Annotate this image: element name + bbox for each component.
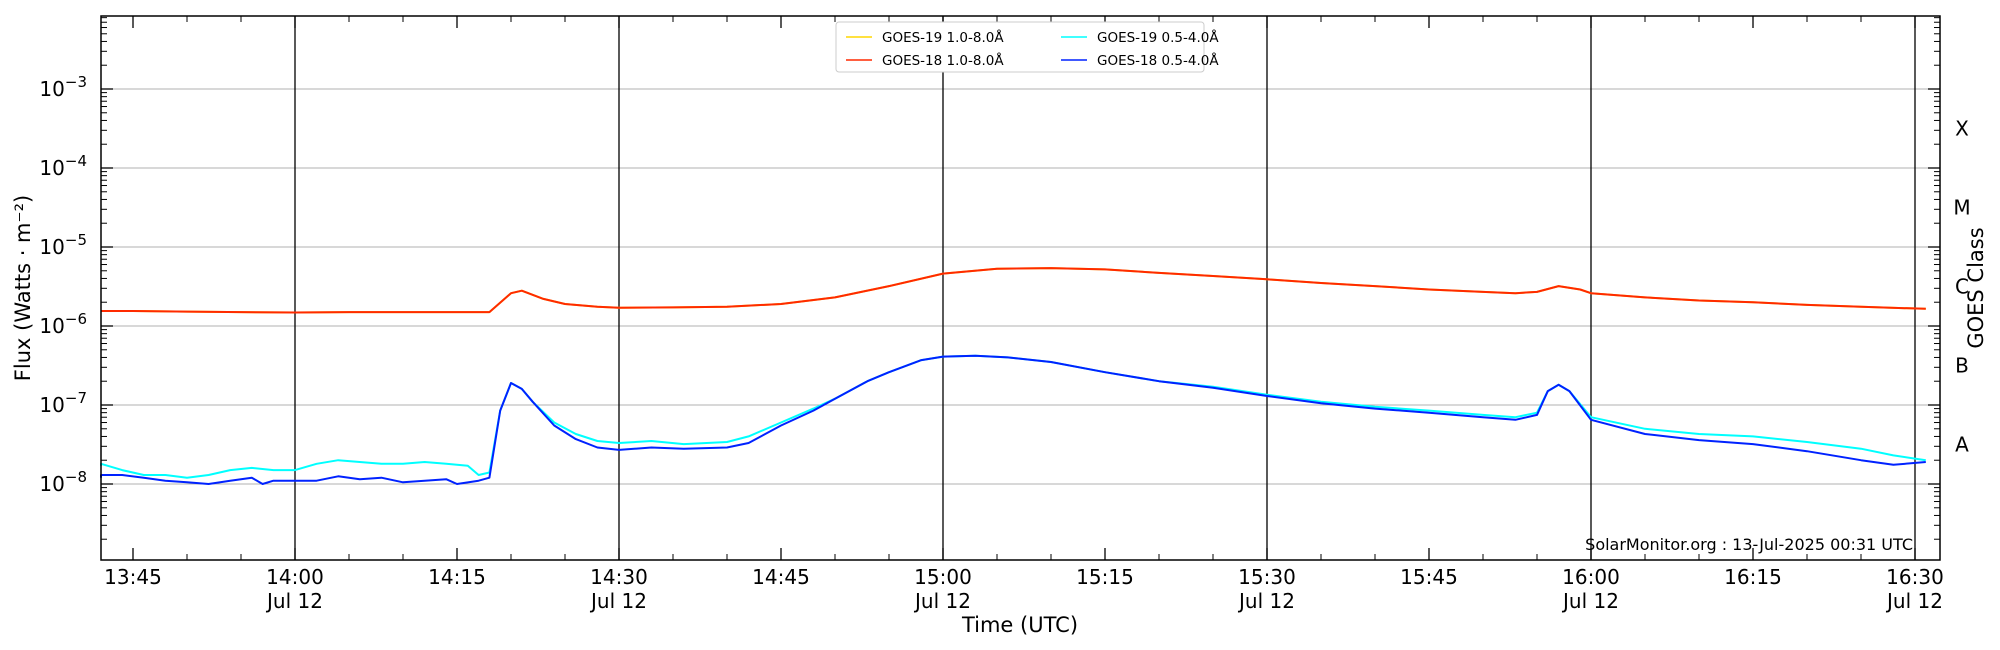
axis-ticks <box>101 16 1940 560</box>
y-tick-label: 10−6 <box>39 310 87 338</box>
legend-label: GOES-19 1.0-8.0Å <box>882 29 1004 46</box>
goes-class-label: C <box>1955 275 1969 299</box>
x-tick-label: 14:45 <box>752 565 810 589</box>
goes-class-label: M <box>1953 196 1970 220</box>
legend-label: GOES-18 1.0-8.0Å <box>882 52 1004 69</box>
y-tick-label: 10−8 <box>39 468 87 496</box>
x-tick-label: 15:15 <box>1076 565 1134 589</box>
x-tick-date-label: Jul 12 <box>1885 589 1943 613</box>
x-tick-label: 14:15 <box>428 565 486 589</box>
legend-box <box>835 21 1205 73</box>
y-axis-title: Flux (Watts · m⁻²) <box>11 195 35 381</box>
y-tick-labels: 10−8 10−7 10−6 10−5 10−4 10−3 <box>39 73 87 496</box>
x-tick-date-label: Jul 12 <box>265 589 323 613</box>
y-tick-label: 10−5 <box>39 231 87 259</box>
legend-label: GOES-19 0.5-4.0Å <box>1097 29 1219 46</box>
goes-class-label: A <box>1955 433 1969 457</box>
goes-class-label: B <box>1955 354 1969 378</box>
legend: GOES-19 1.0-8.0Å GOES-19 0.5-4.0Å GOES-18 … <box>835 21 1219 73</box>
x-tick-label: 15:30 <box>1238 565 1296 589</box>
grid-lines <box>101 16 1940 560</box>
series-lines <box>100 267 1926 485</box>
y2-axis-title: GOES Class <box>1964 227 1988 348</box>
series-line <box>101 267 1926 314</box>
x-tick-date-label: Jul 12 <box>1237 589 1295 613</box>
x-tick-label: 16:15 <box>1724 565 1782 589</box>
x-tick-date-label: Jul 12 <box>589 589 647 613</box>
y-tick-label: 10−7 <box>39 389 87 417</box>
x-tick-label: 14:00 <box>266 565 324 589</box>
x-tick-label: 16:30 <box>1886 565 1944 589</box>
x-tick-date-label: Jul 12 <box>1561 589 1619 613</box>
plot-area <box>101 16 1940 560</box>
goes-class-label: X <box>1955 117 1969 141</box>
x-tick-label: 13:45 <box>104 565 162 589</box>
goes-class-labels: A B C M X <box>1953 117 1970 457</box>
series-line <box>100 354 1926 485</box>
x-tick-label: 16:00 <box>1562 565 1620 589</box>
x-tick-label: 15:45 <box>1400 565 1458 589</box>
x-axis-title: Time (UTC) <box>961 613 1078 637</box>
credit-text: SolarMonitor.org : 13-Jul-2025 00:31 UTC <box>1585 535 1913 554</box>
y-tick-label: 10−3 <box>39 73 87 101</box>
x-tick-date-label: Jul 12 <box>913 589 971 613</box>
y-tick-label: 10−4 <box>39 152 87 180</box>
x-tick-label: 14:30 <box>590 565 648 589</box>
legend-label: GOES-18 0.5-4.0Å <box>1097 52 1219 69</box>
x-tick-label: 15:00 <box>914 565 972 589</box>
